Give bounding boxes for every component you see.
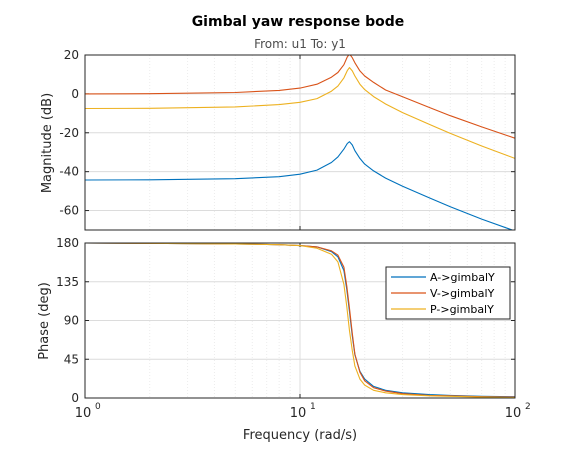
y-tick-label: 45 [64,352,79,366]
legend-entry-label: P->gimbalY [430,303,494,316]
x-axis-label: Frequency (rad/s) [243,428,357,443]
magnitude-panel: 20 0 -20 -40 -60 [59,48,516,231]
chart-subtitle: From: u1 To: y1 [254,37,346,51]
magnitude-series-p-gimbaly [85,67,515,159]
chart-title: Gimbal yaw response bode [192,14,405,30]
magnitude-series-a-gimbaly [85,141,514,230]
y-tick-label: -20 [59,126,79,140]
y-tick-label: 20 [64,48,79,62]
x-tick-exponent: 0 [95,402,101,412]
y-tick-label: 0 [71,391,79,405]
y-tick-label: 0 [71,87,79,101]
y-tick-label: 135 [56,275,79,289]
x-tick-label: 10 [290,406,307,421]
phase-axes-box [84,242,516,399]
magnitude-series-v-gimbaly [85,55,515,139]
legend-entry-label: A->gimbalY [430,271,495,284]
x-tick-exponent: 2 [525,402,531,412]
magnitude-axes-box [84,54,516,231]
x-tick-exponent: 1 [310,402,316,412]
legend-entry-label: V->gimbalY [430,287,495,300]
phase-series-p-gimbaly [85,243,515,398]
y-tick-label: 90 [64,314,79,328]
x-tick-label: 10 [75,406,92,421]
legend: A->gimbalY V->gimbalY P->gimbalY [385,266,511,320]
magnitude-axis-label: Magnitude (dB) [40,93,55,193]
x-tick-label: 10 [505,406,522,421]
y-tick-label: 180 [56,236,79,250]
phase-axis-label: Phase (deg) [37,282,52,360]
y-tick-label: -40 [59,165,79,179]
y-tick-label: -60 [59,204,79,218]
